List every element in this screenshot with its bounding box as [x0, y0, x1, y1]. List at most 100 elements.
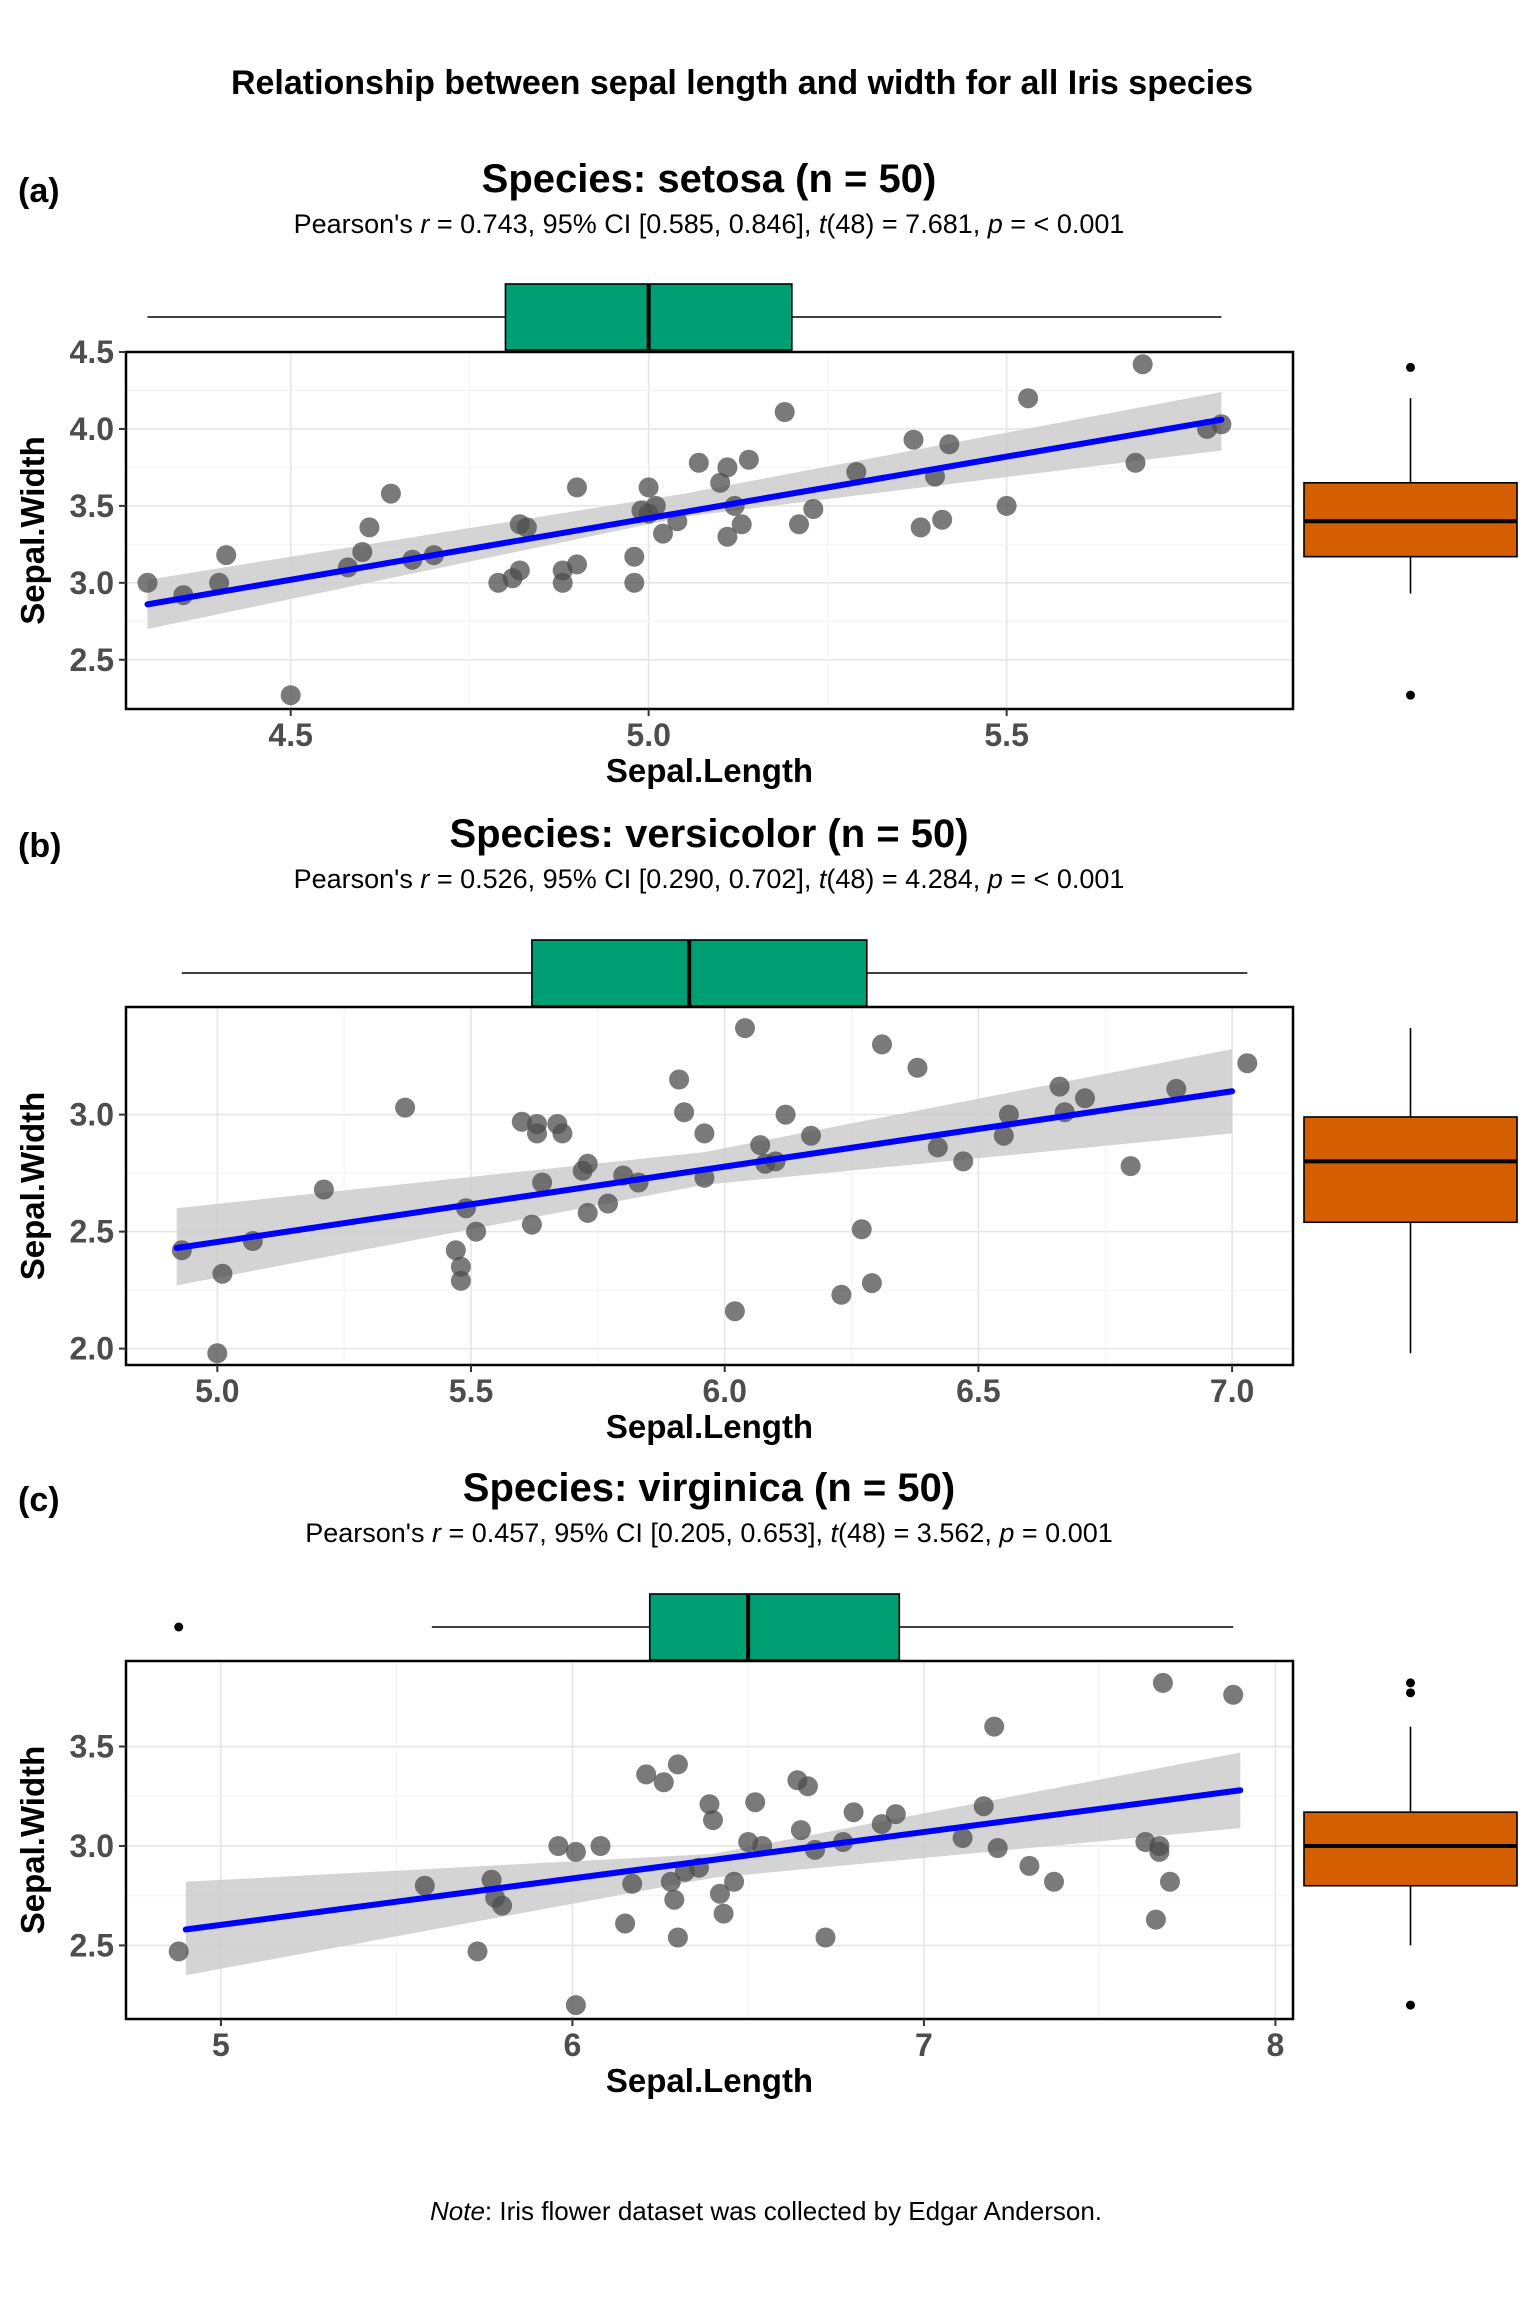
data-point	[1132, 354, 1153, 375]
data-point	[846, 462, 867, 482]
data-point	[907, 1057, 928, 1078]
plot-background	[126, 1661, 1293, 2019]
data-point	[803, 499, 824, 519]
data-point	[445, 1240, 466, 1261]
data-point	[565, 1841, 586, 1862]
subtitle-segment: = 0.526, 95% CI [0.290, 0.702],	[429, 864, 819, 894]
y-tick-label: 2.5	[70, 1927, 114, 1963]
data-point	[1149, 1841, 1170, 1862]
data-point	[1125, 452, 1146, 473]
caption-text: : Iris flower dataset was collected by E…	[485, 2196, 1102, 2226]
data-point	[212, 1263, 233, 1284]
plot-border	[124, 1659, 1295, 2021]
figure-caption: Note: Iris flower dataset was collected …	[430, 2196, 1102, 2226]
data-point	[450, 1256, 471, 1277]
data-point	[516, 517, 537, 538]
data-point	[927, 1137, 948, 1158]
data-point	[797, 1776, 818, 1797]
data-point	[996, 495, 1017, 516]
marginal-y-box	[1303, 1811, 1518, 1887]
data-point	[843, 1802, 864, 1823]
subtitle-segment: p	[998, 1518, 1014, 1548]
data-point	[395, 1097, 416, 1118]
data-point	[509, 560, 530, 581]
x-axis-label: Sepal.Length	[606, 2062, 813, 2099]
data-point	[660, 1871, 681, 1892]
x-tick-label: 7	[915, 2027, 933, 2063]
data-point	[532, 1172, 553, 1193]
data-point	[467, 1941, 488, 1962]
x-tick-label: 6.0	[702, 1373, 746, 1409]
data-point	[775, 1104, 796, 1125]
data-point	[703, 1810, 723, 1831]
x-tick-label: 8	[1267, 2027, 1285, 2063]
panel-subtitle: Pearson's r = 0.743, 95% CI [0.585, 0.84…	[294, 209, 1125, 239]
data-point	[598, 1193, 618, 1214]
panel-subtitle: Pearson's r = 0.457, 95% CI [0.205, 0.65…	[305, 1518, 1113, 1548]
data-point	[414, 1875, 435, 1896]
data-point	[939, 434, 960, 455]
data-point	[790, 1820, 811, 1841]
subtitle-segment: Pearson's	[294, 209, 421, 239]
subtitle-segment: t	[819, 864, 828, 894]
data-point	[664, 1889, 685, 1910]
data-point	[993, 1125, 1014, 1146]
subtitle-segment: Pearson's	[294, 864, 421, 894]
x-axis-label: Sepal.Length	[606, 1408, 813, 1445]
data-point	[577, 1202, 598, 1223]
data-point	[624, 572, 645, 593]
data-point	[209, 572, 230, 593]
data-point	[1049, 1076, 1070, 1097]
data-point	[1120, 1156, 1141, 1177]
data-point	[653, 1772, 674, 1793]
subtitle-segment: Pearson's	[305, 1518, 432, 1548]
data-point	[713, 1903, 734, 1924]
data-point	[1019, 1855, 1040, 1876]
regression-line	[182, 1787, 1244, 1933]
x-tick-label: 5.5	[984, 717, 1028, 753]
data-point	[872, 1034, 892, 1055]
data-point	[466, 1221, 487, 1242]
panel-1: (a) Species: setosa (n = 50) Pearson's r =…	[14, 157, 1518, 789]
marginal-y-outlier	[1406, 2000, 1415, 2010]
subtitle-segment: = 0.457, 95% CI [0.205, 0.653],	[441, 1518, 831, 1548]
data-point	[987, 1838, 1008, 1858]
marginal-x-outlier	[174, 1622, 184, 1632]
data-point	[567, 554, 587, 575]
data-point	[932, 509, 953, 530]
data-point	[638, 477, 659, 498]
data-point	[717, 457, 738, 478]
y-tick-label: 3.0	[70, 1828, 114, 1864]
subtitle-segment: t	[819, 209, 828, 239]
data-point	[953, 1151, 974, 1172]
data-point	[636, 1764, 657, 1785]
data-point	[565, 1995, 586, 2016]
x-tick-label: 6.5	[956, 1373, 1000, 1409]
data-point	[645, 495, 666, 516]
data-point	[984, 1716, 1005, 1737]
data-point	[653, 523, 673, 544]
data-point	[885, 1804, 906, 1825]
subtitle-segment: t	[831, 1518, 840, 1548]
data-point	[1160, 1871, 1180, 1892]
data-point	[998, 1104, 1019, 1125]
y-tick-label: 4.5	[70, 334, 114, 370]
data-point	[724, 1301, 745, 1322]
data-point	[861, 1273, 882, 1294]
subtitle-segment: (48) = 3.562,	[838, 1518, 999, 1548]
panel-3: (c) Species: virginica (n = 50) Pearson's …	[14, 1466, 1518, 2099]
panel-title: Species: setosa (n = 50)	[482, 157, 937, 201]
data-point	[1166, 1078, 1187, 1099]
data-point	[1145, 1909, 1166, 1930]
x-tick-label: 7.0	[1210, 1373, 1254, 1409]
regression-line	[144, 416, 1225, 608]
data-point	[624, 546, 645, 567]
data-point	[952, 1828, 973, 1848]
x-tick-label: 6	[564, 2027, 582, 2063]
x-tick-label: 4.5	[268, 717, 312, 753]
marginal-x-box	[531, 939, 868, 1007]
subtitle-segment: p	[987, 209, 1003, 239]
x-tick-label: 5.0	[195, 1373, 239, 1409]
